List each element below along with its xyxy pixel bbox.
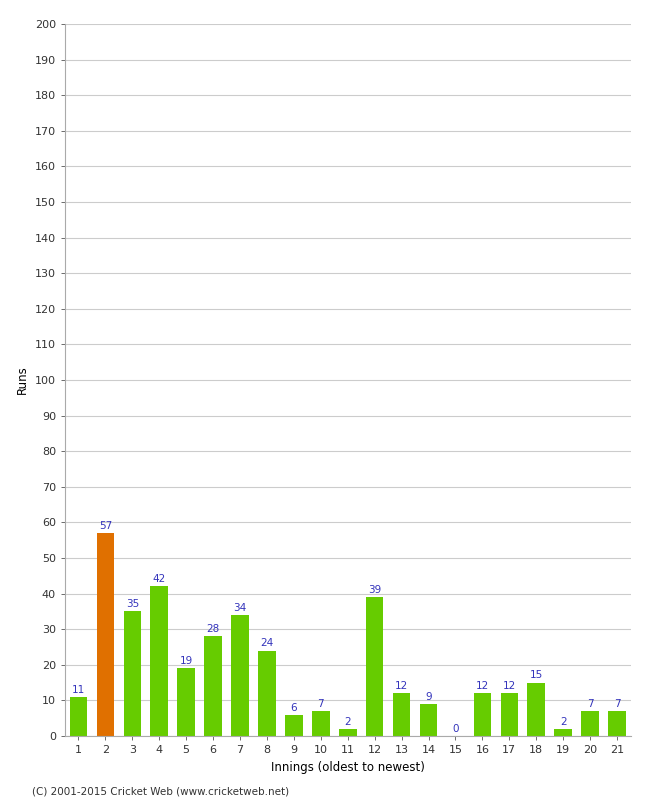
Text: 15: 15 — [530, 670, 543, 681]
Bar — [258, 650, 276, 736]
Text: 12: 12 — [502, 681, 516, 691]
Bar — [366, 597, 384, 736]
Text: 24: 24 — [261, 638, 274, 649]
Bar — [581, 711, 599, 736]
Text: 12: 12 — [395, 681, 408, 691]
X-axis label: Innings (oldest to newest): Innings (oldest to newest) — [271, 761, 424, 774]
Bar — [70, 697, 87, 736]
Text: 57: 57 — [99, 521, 112, 531]
Bar — [528, 682, 545, 736]
Text: 34: 34 — [233, 603, 246, 613]
Bar — [204, 636, 222, 736]
Text: 19: 19 — [179, 656, 193, 666]
Text: 12: 12 — [476, 681, 489, 691]
Text: 39: 39 — [368, 585, 382, 595]
Text: 6: 6 — [291, 702, 297, 713]
Bar — [124, 611, 141, 736]
Text: 2: 2 — [560, 717, 567, 726]
Bar — [393, 694, 410, 736]
Bar — [500, 694, 518, 736]
Bar — [151, 586, 168, 736]
Text: 42: 42 — [153, 574, 166, 584]
Y-axis label: Runs: Runs — [16, 366, 29, 394]
Bar — [97, 533, 114, 736]
Bar — [312, 711, 330, 736]
Text: 2: 2 — [344, 717, 351, 726]
Bar — [231, 615, 249, 736]
Bar — [285, 714, 303, 736]
Bar — [177, 668, 195, 736]
Text: 9: 9 — [425, 692, 432, 702]
Text: 7: 7 — [317, 699, 324, 709]
Text: (C) 2001-2015 Cricket Web (www.cricketweb.net): (C) 2001-2015 Cricket Web (www.cricketwe… — [32, 786, 290, 796]
Bar — [474, 694, 491, 736]
Text: 7: 7 — [614, 699, 620, 709]
Text: 7: 7 — [587, 699, 593, 709]
Text: 35: 35 — [125, 599, 139, 610]
Text: 11: 11 — [72, 685, 85, 694]
Bar — [554, 729, 572, 736]
Bar — [339, 729, 356, 736]
Bar — [420, 704, 437, 736]
Bar — [608, 711, 626, 736]
Text: 28: 28 — [207, 624, 220, 634]
Text: 0: 0 — [452, 724, 459, 734]
